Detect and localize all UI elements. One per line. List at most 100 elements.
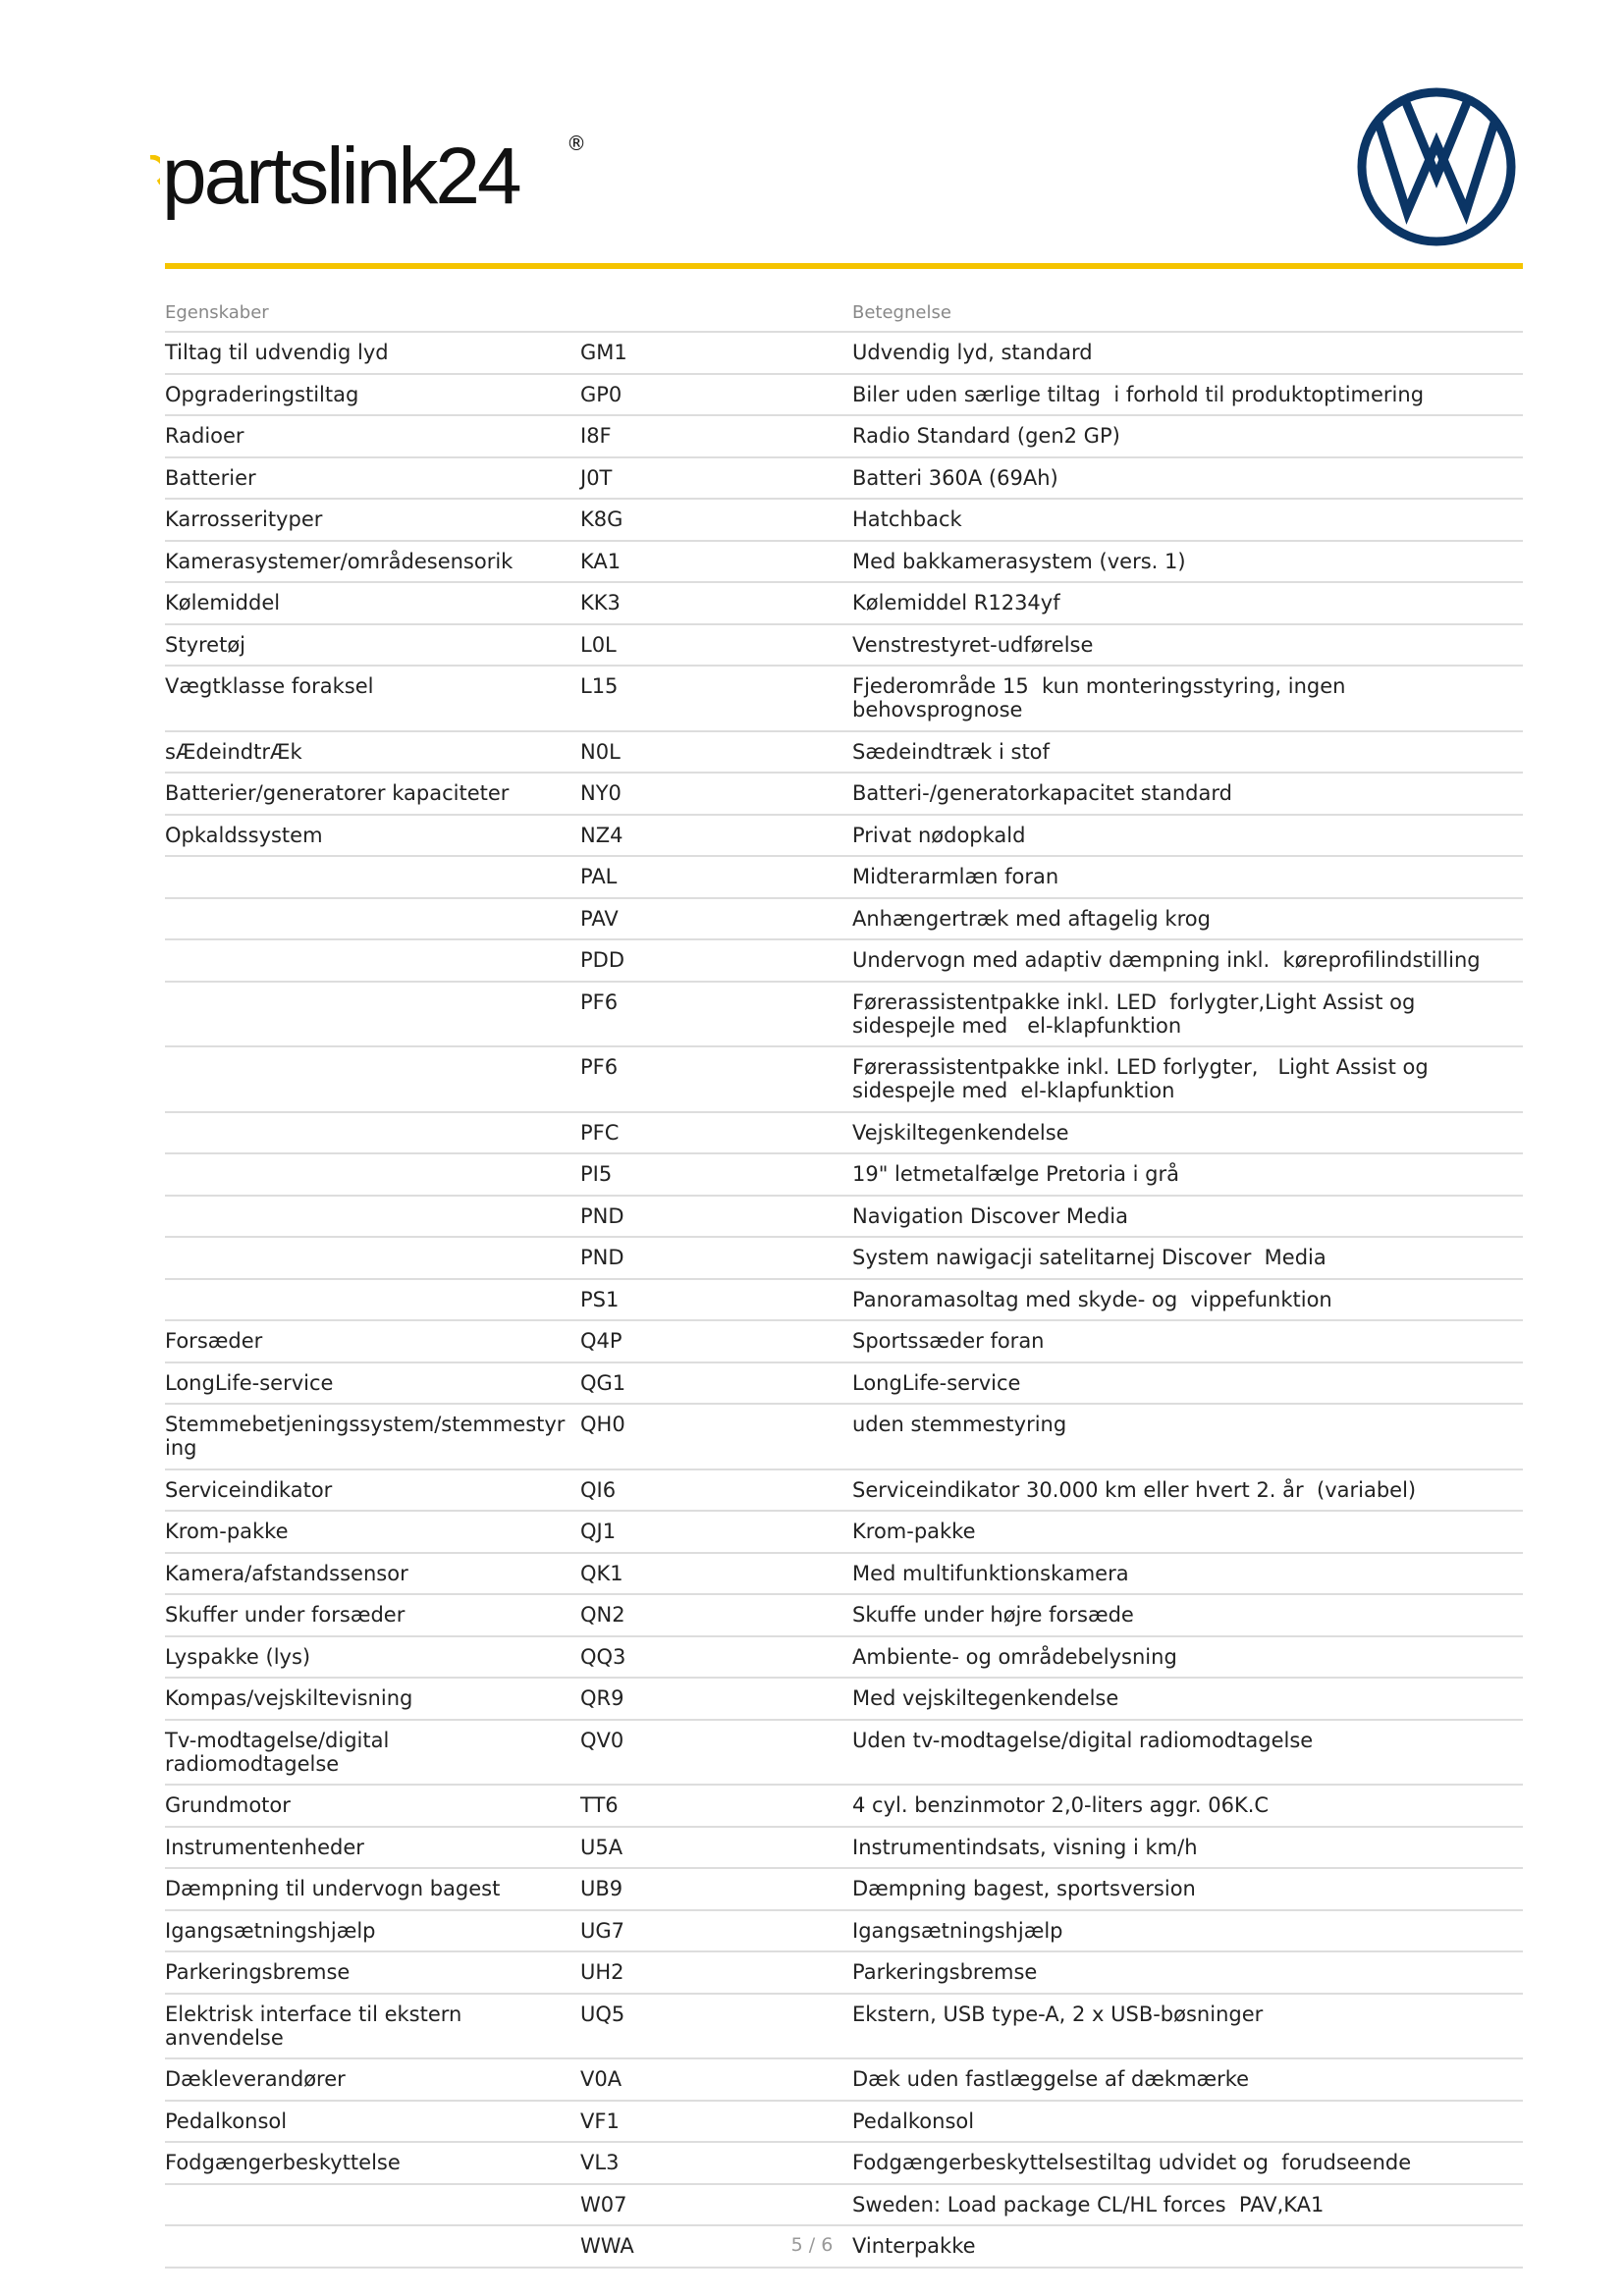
cell-designation: Undervogn med adaptiv dæmpning inkl. kør… [852,939,1523,983]
cell-code: UG7 [580,1909,852,1952]
table-row: Radioer I8F Radio Standard (gen2 GP) [165,415,1523,458]
cell-designation: Skuffe under højre forsæde [852,1594,1523,1637]
cell-property: Tv-modtagelse/digital radiomodtagelse [165,1719,580,1786]
table-row: W07 Sweden: Load package CL/HL forces PAV… [165,2183,1523,2226]
cell-designation: uden stemmestyring [852,1404,1523,1470]
cell-designation: Parkeringsbremse [852,1951,1523,1995]
cell-code: UH2 [580,1951,852,1995]
cell-designation: Vejskiltegenkendelse [852,1111,1523,1154]
cell-code: K8G [580,499,852,542]
cell-property: Tiltag til udvendig lyd [165,332,580,375]
cell-code: KK3 [580,582,852,625]
table-row: PFC Vejskiltegenkendelse [165,1111,1523,1154]
cell-property: Serviceindikator [165,1468,580,1512]
cell-property: Kølemiddel [165,582,580,625]
cell-property: sÆdeindtrÆk [165,730,580,774]
cell-code: TT6 [580,1785,852,1828]
logo-text: partslink24 [162,132,522,221]
cell-code: QI6 [580,1468,852,1512]
cell-designation: Hatchback [852,499,1523,542]
table-row: Batterier/generatorer kapaciteter NY0 Batt… [165,773,1523,816]
cell-code: W07 [580,2183,852,2226]
cell-code: PFC [580,1111,852,1154]
table-row: Dækleverandører V0A Dæk uden fastlæggelse … [165,2058,1523,2102]
table-row: Opkaldssystem NZ4 Privat nødopkald [165,814,1523,857]
table-row: Skuffer under forsæder QN2 Skuffe under hø… [165,1594,1523,1637]
cell-property: Opgraderingstiltag [165,373,580,416]
cell-code: NZ4 [580,814,852,857]
cell-designation: Batteri-/generatorkapacitet standard [852,773,1523,816]
table-row: Kamerasystemer/områdesensorik KA1 Med bakk… [165,540,1523,583]
cell-code: QH0 [580,1404,852,1470]
cell-code: PAV [580,897,852,940]
cell-property: Pedalkonsol [165,2100,580,2143]
cell-designation: Pedalkonsol [852,2100,1523,2143]
cell-property: Krom-pakke [165,1511,580,1554]
table-row: Styretøj L0L Venstrestyret-udførelse [165,623,1523,667]
cell-code: U5A [580,1826,852,1869]
cell-code: UB9 [580,1868,852,1911]
table-row: PF6 Førerassistentpakke inkl. LED forlygt… [165,981,1523,1047]
cell-designation: Udvendig lyd, standard [852,332,1523,375]
cell-property: Vægtklasse foraksel [165,666,580,732]
header-divider [165,263,1523,269]
cell-code: QJ1 [580,1511,852,1554]
cell-code: VF1 [580,2100,852,2143]
cell-property: Kamerasystemer/områdesensorik [165,540,580,583]
cell-designation: Fodgængerbeskyttelsestiltag udvidet og f… [852,2142,1523,2185]
table-row: Serviceindikator QI6 Serviceindikator 30.0… [165,1468,1523,1512]
cell-property [165,1111,580,1154]
table-row: PI5 19" letmetalfælge Pretoria i grå [165,1153,1523,1197]
cell-property [165,2225,580,2269]
cell-designation: Sædeindtræk i stof [852,730,1523,774]
cell-property: Opkaldssystem [165,814,580,857]
table-row: Dæmpning til undervogn bagest UB9 Dæmpning… [165,1868,1523,1911]
cell-designation: 19" letmetalfælge Pretoria i grå [852,1153,1523,1197]
cell-designation: Med multifunktionskamera [852,1552,1523,1595]
cell-property [165,1278,580,1321]
cell-designation: Dæmpning bagest, sportsversion [852,1868,1523,1911]
properties-table: Egenskaber Betegnelse Tiltag til udvendi… [165,294,1523,2269]
cell-designation: Vinterpakke [852,2225,1523,2269]
cell-property: Batterier [165,456,580,500]
cell-code: J0T [580,456,852,500]
cell-property: Styretøj [165,623,580,667]
cell-property: Skuffer under forsæder [165,1594,580,1637]
cell-property [165,1046,580,1113]
cell-code: L0L [580,623,852,667]
cell-property: Grundmotor [165,1785,580,1828]
cell-designation: Venstrestyret-udførelse [852,623,1523,667]
cell-code: L15 [580,666,852,732]
table-row: Lyspakke (lys) QQ3 Ambiente- og områdebely… [165,1635,1523,1679]
cell-code: PND [580,1195,852,1238]
cell-code: PAL [580,856,852,899]
cell-code: V0A [580,2058,852,2102]
cell-property: Parkeringsbremse [165,1951,580,1995]
cell-code: QG1 [580,1362,852,1405]
cell-property: Kompas/vejskiltevisning [165,1678,580,1721]
table-row: PND System nawigacji satelitarnej Discove… [165,1237,1523,1280]
table-row: sÆdeindtrÆk N0L Sædeindtræk i stof [165,730,1523,774]
cell-property [165,2183,580,2226]
cell-code: UQ5 [580,1993,852,2059]
cell-designation: 4 cyl. benzinmotor 2,0-liters aggr. 06K.… [852,1785,1523,1828]
cell-property [165,1153,580,1197]
cell-designation: Med vejskiltegenkendelse [852,1678,1523,1721]
cell-designation: System nawigacji satelitarnej Discover M… [852,1237,1523,1280]
table-row: Tiltag til udvendig lyd GM1 Udvendig lyd, … [165,332,1523,375]
cell-code: GP0 [580,373,852,416]
table-row: PND Navigation Discover Media [165,1195,1523,1238]
table-row: Stemmebetjeningssystem/stemmestyring QH0 u… [165,1404,1523,1470]
vw-logo-icon [1357,87,1516,246]
table-row: Karrosserityper K8G Hatchback [165,499,1523,542]
table-row: Kamera/afstandssensor QK1 Med multifunktio… [165,1552,1523,1595]
cell-designation: Sportssæder foran [852,1320,1523,1363]
cell-code: QN2 [580,1594,852,1637]
cell-code: WWA [580,2225,852,2269]
cell-property: Dækleverandører [165,2058,580,2102]
logo-accent-icon [149,155,160,185]
table-row: Kølemiddel KK3 Kølemiddel R1234yf [165,582,1523,625]
cell-property: Batterier/generatorer kapaciteter [165,773,580,816]
cell-property: Dæmpning til undervogn bagest [165,1868,580,1911]
cell-designation: Anhængertræk med aftagelig krog [852,897,1523,940]
